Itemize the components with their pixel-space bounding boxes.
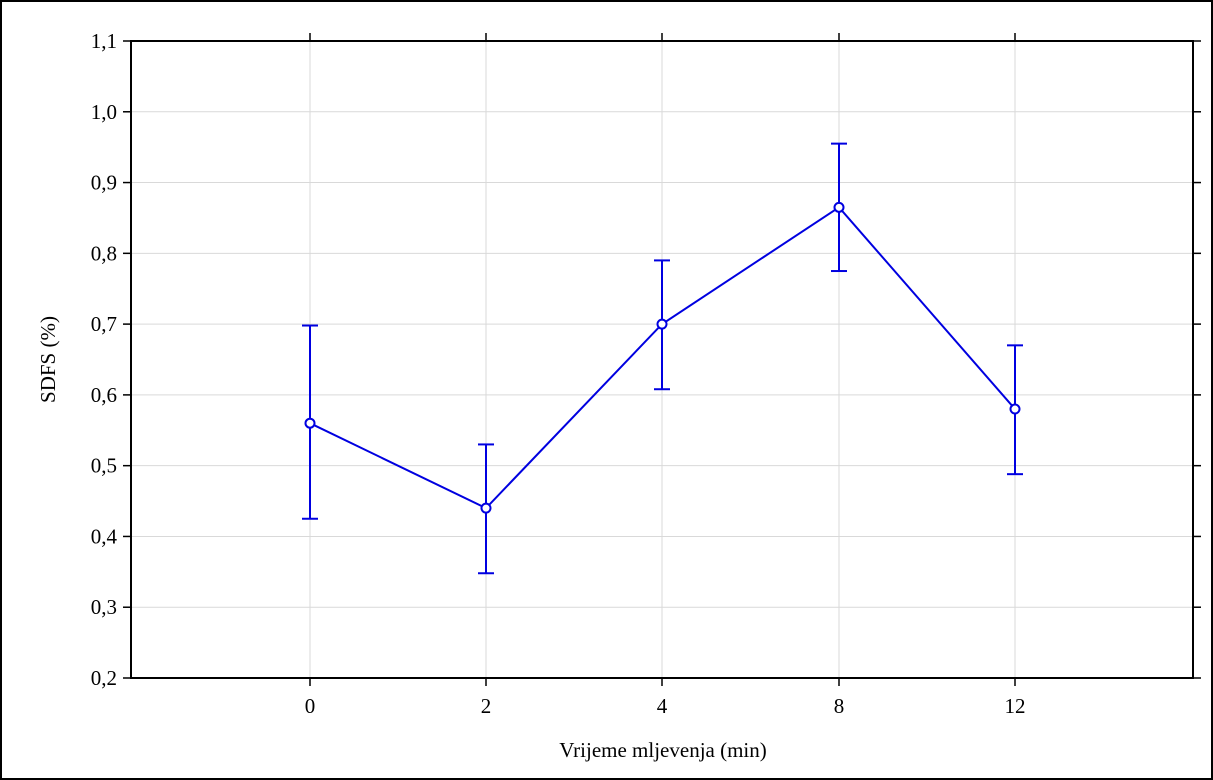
x-axis-label: Vrijeme mljevenja (min) (559, 738, 767, 762)
y-tick-label: 0,8 (91, 241, 117, 265)
y-tick-label: 0,7 (91, 312, 117, 336)
y-tick-label: 0,3 (91, 595, 117, 619)
y-tick-label: 0,2 (91, 666, 117, 690)
y-tick-label: 0,5 (91, 454, 117, 478)
x-axis-ticks: 0 2 4 8 12 (305, 33, 1026, 718)
x-tick-label: 4 (657, 694, 668, 718)
y-tick-label: 0,9 (91, 171, 117, 195)
data-point (833, 201, 845, 213)
x-tick-label: 12 (1005, 694, 1026, 718)
data-point (656, 318, 668, 330)
x-tick-label: 0 (305, 694, 316, 718)
x-tick-label: 2 (481, 694, 492, 718)
data-point (480, 502, 492, 514)
x-tick-label: 8 (834, 694, 845, 718)
y-tick-label: 1,0 (91, 100, 117, 124)
y-tick-label: 0,4 (91, 524, 118, 548)
data-series (302, 142, 1023, 575)
data-point (304, 417, 316, 429)
y-tick-label: 0,6 (91, 383, 117, 407)
y-tick-label: 1,1 (91, 29, 117, 53)
y-axis-label: SDFS (%) (36, 316, 60, 403)
plot-area-border (130, 40, 1194, 679)
data-point (1009, 403, 1021, 415)
y-axis-ticks: 0,2 0,3 0,4 0,5 0,6 0,7 0,8 0,9 1,0 1,1 (91, 29, 1201, 690)
